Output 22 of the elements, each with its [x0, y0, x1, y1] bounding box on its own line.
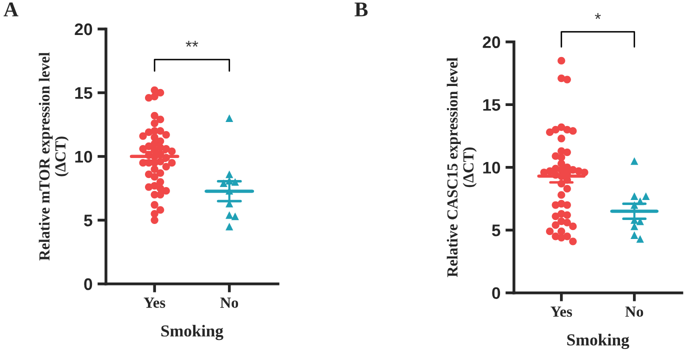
y-tick-label: 20: [482, 36, 500, 48]
y-tick-label: 10: [75, 150, 92, 163]
y-tick-label: 15: [75, 87, 92, 99]
x-tick-label: Yes: [144, 298, 166, 308]
y-tick-label: 10: [483, 162, 500, 174]
x-tick-label: No: [220, 298, 238, 308]
y-axis-title: Relative CASC15 expression level (ΔCT): [446, 58, 477, 278]
x-tick-label: No: [625, 306, 644, 317]
y-axis-title: Relative mTOR expression level (ΔCT): [38, 52, 69, 261]
y-tick-label: 5: [84, 214, 92, 226]
x-tick-label: Yes: [550, 306, 572, 317]
y-tick-label: 20: [74, 23, 92, 36]
annotation: **: [186, 40, 198, 47]
y-tick-label: 0: [84, 278, 92, 290]
y-tick-label: 15: [483, 99, 500, 111]
text: *: [594, 13, 601, 20]
y-tick-label: 0: [492, 287, 500, 300]
text: A: [4, 2, 18, 16]
x-axis-title: Smoking: [161, 324, 224, 340]
text: B: [354, 2, 368, 16]
x-axis-title: Smoking: [567, 334, 630, 350]
y-tick-label: 5: [492, 224, 500, 236]
